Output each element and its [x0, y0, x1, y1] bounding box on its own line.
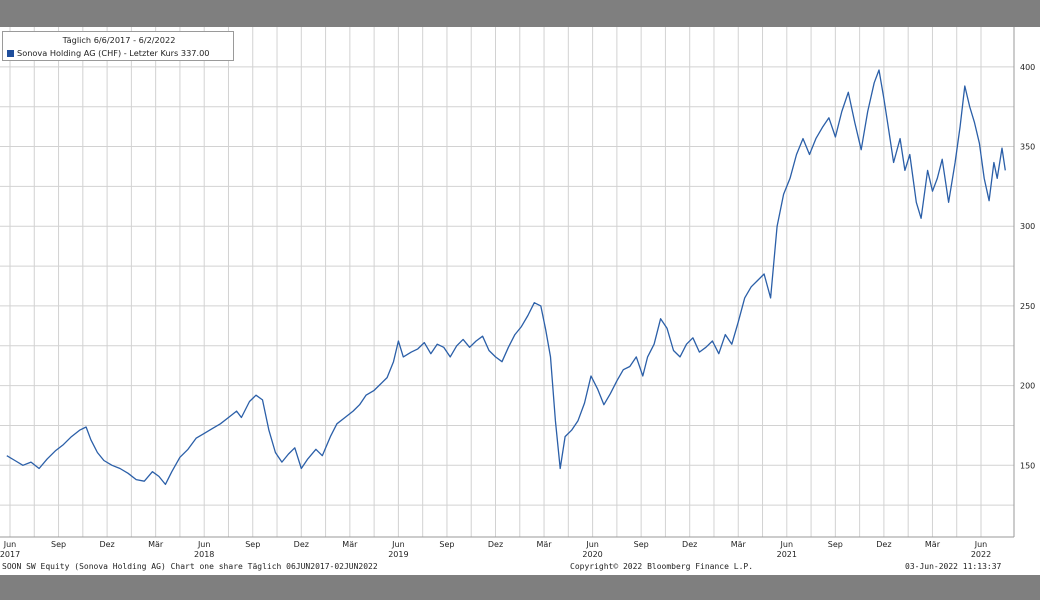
x-tick-label: Sep — [439, 540, 454, 549]
x-tick-label: Mär — [925, 540, 941, 549]
y-tick-label: 250 — [1020, 302, 1035, 311]
x-year-label: 2018 — [194, 550, 214, 559]
x-tick-label: Dez — [682, 540, 697, 549]
footer-left: SOON SW Equity (Sonova Holding AG) Chart… — [2, 562, 378, 571]
x-tick-label: Jun — [3, 540, 17, 549]
x-tick-label: Sep — [828, 540, 843, 549]
y-tick-label: 150 — [1020, 461, 1035, 470]
x-year-label: 2021 — [777, 550, 797, 559]
x-tick-label: Dez — [876, 540, 891, 549]
y-tick-label: 200 — [1020, 382, 1035, 391]
footer-center: Copyright© 2022 Bloomberg Finance L.P. — [570, 562, 754, 571]
x-tick-label: Sep — [51, 540, 66, 549]
legend-swatch — [7, 50, 14, 57]
x-year-label: 2019 — [388, 550, 408, 559]
x-tick-label: Sep — [245, 540, 260, 549]
chart-frame: Jun 2017 Sep Dez Mär Jun 2018 Sep Dez Mär Jun 2019 S… — [0, 27, 1040, 575]
x-tick-label: Jun — [197, 540, 211, 549]
grid — [0, 27, 1015, 538]
x-tick-label: Mär — [731, 540, 747, 549]
footer-right: 03-Jun-2022 11:13:37 — [905, 562, 1002, 571]
x-year-label: 2020 — [582, 550, 602, 559]
x-year-label: 2022 — [971, 550, 991, 559]
legend-period: Täglich 6/6/2017 - 6/2/2022 — [62, 35, 176, 45]
legend: Täglich 6/6/2017 - 6/2/2022 Sonova Holdi… — [2, 31, 234, 61]
y-tick-label: 300 — [1020, 222, 1035, 231]
legend-series: Sonova Holding AG (CHF) - Letzter Kurs 3… — [7, 48, 210, 58]
x-tick-label: Sep — [634, 540, 649, 549]
x-tick-label: Dez — [99, 540, 114, 549]
x-year-label: 2017 — [0, 550, 20, 559]
y-tick-label: 400 — [1020, 63, 1035, 72]
y-tick-label: 350 — [1020, 143, 1035, 152]
x-tick-label: Mär — [537, 540, 553, 549]
x-tick-label: Jun — [585, 540, 599, 549]
x-tick-label: Jun — [391, 540, 405, 549]
series-line-sonova — [6, 69, 1006, 486]
x-tick-label: Dez — [294, 540, 309, 549]
x-tick-label: Dez — [488, 540, 503, 549]
x-tick-label: Jun — [974, 540, 988, 549]
x-tick-label: Mär — [342, 540, 358, 549]
y-axis: 150 200 250 300 350 400 — [1020, 63, 1035, 470]
x-tick-label: Mär — [148, 540, 164, 549]
legend-series-label: Sonova Holding AG (CHF) - Letzter Kurs 3… — [17, 48, 210, 58]
x-tick-label: Jun — [780, 540, 794, 549]
